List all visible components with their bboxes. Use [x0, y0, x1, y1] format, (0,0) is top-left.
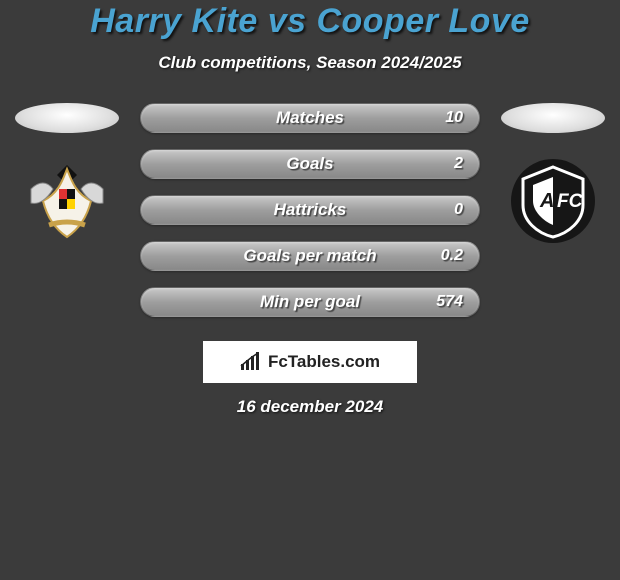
- stat-label: Goals per match: [243, 246, 376, 266]
- page-title: Harry Kite vs Cooper Love: [0, 2, 620, 41]
- crest-left-icon: [19, 159, 115, 243]
- stat-label: Hattricks: [274, 200, 347, 220]
- stat-value-right: 0.2: [441, 247, 463, 265]
- stat-label: Matches: [276, 108, 344, 128]
- stat-bar-goals: Goals 2: [140, 149, 480, 179]
- left-club-crest: [19, 159, 115, 243]
- left-player-avatar: [15, 103, 119, 133]
- stat-bar-hattricks: Hattricks 0: [140, 195, 480, 225]
- crest-right-icon: A FC: [509, 157, 597, 245]
- snapshot-date: 16 december 2024: [0, 397, 620, 417]
- bar-chart-icon: [240, 352, 262, 372]
- stat-bar-matches: Matches 10: [140, 103, 480, 133]
- comparison-card: Harry Kite vs Cooper Love Club competiti…: [0, 0, 620, 417]
- right-player-avatar: [501, 103, 605, 133]
- page-subtitle: Club competitions, Season 2024/2025: [0, 53, 620, 73]
- mid-row: Matches 10 Goals 2 Hattricks 0 Goals per…: [0, 103, 620, 317]
- brand-badge[interactable]: FcTables.com: [203, 341, 417, 383]
- stat-label: Goals: [286, 154, 333, 174]
- stat-bar-min-per-goal: Min per goal 574: [140, 287, 480, 317]
- stat-bar-goals-per-match: Goals per match 0.2: [140, 241, 480, 271]
- svg-text:A: A: [539, 190, 554, 212]
- right-club-crest: A FC: [505, 159, 601, 243]
- svg-text:FC: FC: [557, 191, 583, 212]
- stat-value-right: 0: [454, 201, 463, 219]
- right-player-col: A FC: [498, 103, 608, 243]
- left-player-col: [12, 103, 122, 243]
- stats-bars: Matches 10 Goals 2 Hattricks 0 Goals per…: [140, 103, 480, 317]
- brand-label: FcTables.com: [268, 352, 380, 372]
- stat-value-right: 10: [445, 109, 463, 127]
- stat-value-right: 574: [436, 293, 463, 311]
- stat-label: Min per goal: [260, 292, 360, 312]
- stat-value-right: 2: [454, 155, 463, 173]
